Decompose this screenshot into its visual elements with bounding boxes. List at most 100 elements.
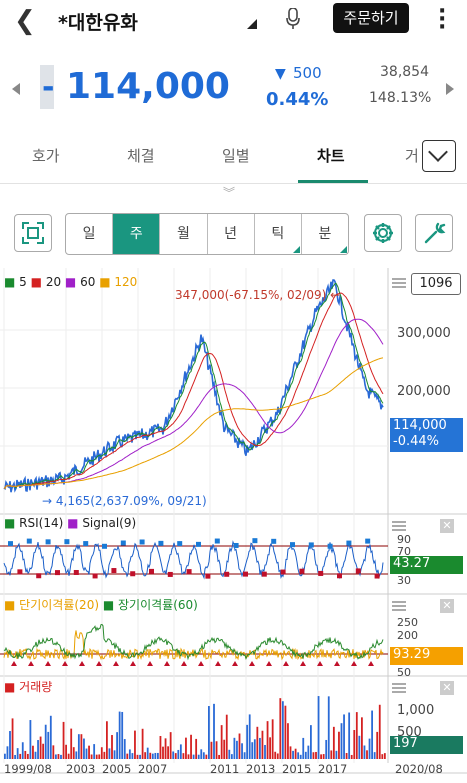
buy-signal-marker: [368, 661, 374, 666]
ma5-label: 5: [19, 275, 27, 289]
tab-trades[interactable]: 체결: [127, 147, 155, 165]
rsi-signal-marker: [252, 538, 258, 544]
price-panel-menu-icon[interactable]: [392, 276, 406, 290]
volume-bar: [256, 726, 259, 759]
volume-bar: [19, 753, 22, 759]
drag-handle-icon[interactable]: ︾: [223, 186, 236, 200]
volume-bar: [136, 754, 139, 759]
rsi-close-icon[interactable]: ✕: [440, 519, 454, 533]
rsi-signal-marker: [130, 571, 136, 577]
microphone-icon[interactable]: [286, 8, 300, 30]
volume-bar: [220, 725, 223, 759]
volume-bar: [340, 723, 343, 759]
buy-signal-marker: [45, 661, 51, 666]
rsi-signal-marker: [374, 573, 380, 579]
volume-bar: [195, 738, 198, 759]
down-arrow-icon: ▼: [275, 66, 286, 82]
current-price-tag-pct: -0.44%: [393, 434, 439, 449]
volume-bar: [271, 719, 274, 759]
stock-selector-icon[interactable]: [247, 19, 257, 29]
volume-bar: [294, 748, 297, 759]
tools-button[interactable]: [415, 214, 453, 252]
volume-bar: [169, 732, 172, 759]
rsi-signal-marker: [224, 571, 230, 577]
volume-bar: [134, 730, 136, 759]
buy-signal-marker: [215, 661, 221, 666]
next-stock-icon[interactable]: [446, 83, 454, 95]
legend-swatch: ■: [4, 275, 16, 289]
rsi-signal-marker: [83, 541, 89, 547]
rsi-signal-marker: [271, 538, 277, 544]
volume-bar: [302, 737, 305, 759]
rsi-signal-marker: [120, 540, 126, 546]
tab-expand-button[interactable]: [422, 140, 456, 172]
buy-signal-marker: [62, 661, 68, 666]
volume-bar: [353, 730, 356, 759]
volume-bar: [75, 751, 78, 759]
volume-bar: [307, 745, 310, 759]
price-sign: -: [42, 70, 55, 105]
stock-name[interactable]: *대한유화: [58, 12, 138, 34]
more-menu-icon[interactable]: · · ·: [438, 0, 447, 40]
x-label: 2015: [282, 762, 312, 776]
prev-stock-icon[interactable]: [12, 83, 20, 95]
tab-more[interactable]: 거: [405, 147, 419, 165]
period-month[interactable]: 월: [160, 214, 208, 254]
volume-bar: [164, 738, 167, 759]
period-week[interactable]: 주: [113, 214, 161, 254]
volume-bar: [52, 745, 55, 759]
volume-bar: [208, 706, 210, 759]
volume-bar: [299, 754, 302, 759]
volume-bar: [330, 750, 333, 759]
volume-bar: [215, 741, 218, 759]
volume-bar: [88, 745, 90, 759]
buy-signal-marker: [79, 661, 85, 666]
volume-value-tag: 197: [390, 736, 463, 754]
tab-daily[interactable]: 일별: [222, 147, 250, 165]
rsi-signal-marker: [111, 568, 117, 574]
chart-canvas[interactable]: [0, 268, 467, 783]
volume-bar: [60, 754, 62, 759]
volume-panel-menu-icon[interactable]: [392, 681, 406, 695]
volume-bar: [320, 754, 322, 759]
candle-count-box[interactable]: 1096: [411, 273, 461, 295]
period-minute[interactable]: 분: [302, 214, 348, 254]
disparity-close-icon[interactable]: ✕: [440, 599, 454, 613]
back-icon[interactable]: ❮: [14, 6, 36, 36]
disparity-panel-menu-icon[interactable]: [392, 599, 406, 613]
volume-bar: [228, 749, 231, 759]
tab-chart[interactable]: 차트: [317, 147, 345, 165]
x-label: 2017: [318, 762, 348, 776]
volume-bar: [310, 725, 312, 759]
y-label-300k: 300,000: [397, 326, 451, 341]
settings-button[interactable]: [364, 214, 402, 252]
volume-close-icon[interactable]: ✕: [440, 681, 454, 695]
rsi-signal-marker: [26, 538, 32, 544]
volume-bar: [381, 754, 384, 759]
price-candles: [3, 279, 384, 493]
order-button[interactable]: 주문하기: [333, 3, 409, 33]
period-tick[interactable]: 틱: [255, 214, 302, 254]
volume-bar: [261, 730, 264, 759]
volume-bar: [345, 753, 348, 759]
rsi-panel-menu-icon[interactable]: [392, 519, 406, 533]
volume-bar: [162, 746, 164, 759]
volume-bar: [6, 746, 9, 759]
rsi-y-70: 70: [397, 545, 411, 558]
volume-bar: [121, 711, 124, 759]
rsi-signal-marker: [64, 539, 70, 545]
rsi-signal-marker: [186, 569, 192, 575]
legend-swatch: ■: [99, 275, 111, 289]
period-day[interactable]: 일: [66, 214, 114, 254]
tab-orderbook[interactable]: 호가: [32, 147, 60, 165]
volume-bar: [205, 754, 208, 759]
y-label-200k: 200,000: [397, 384, 451, 399]
fullscreen-button[interactable]: [14, 214, 52, 252]
long-disparity-line: [3, 623, 384, 661]
volume-bar: [185, 737, 187, 759]
volume-bar: [90, 754, 93, 759]
volume-bar: [218, 754, 220, 759]
volume-bar: [174, 753, 177, 759]
volume-bar: [103, 751, 106, 759]
period-year[interactable]: 년: [208, 214, 255, 254]
